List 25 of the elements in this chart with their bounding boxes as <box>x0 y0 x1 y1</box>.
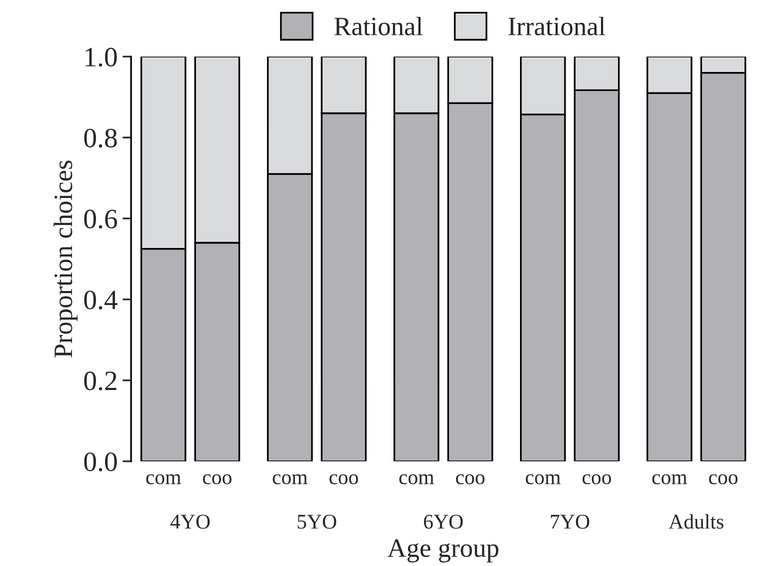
y-axis-title: Proportion choices <box>54 160 78 358</box>
x-tick-label: coo <box>582 474 612 484</box>
x-tick-label: com <box>652 474 688 484</box>
y-tick-label: 0.4 <box>84 290 118 310</box>
x-tick-label: com <box>272 474 308 484</box>
x-tick-label: com <box>526 474 561 484</box>
x-tick-label: coo <box>329 474 358 484</box>
x-axis-title: Age group <box>388 539 498 562</box>
text: Adults <box>668 514 724 529</box>
x-tick-label: com <box>399 474 434 484</box>
x-tick-label: com <box>146 474 181 484</box>
legend-label: Irrational <box>508 16 606 36</box>
text: 4YO <box>170 514 210 529</box>
x-tick-label: coo <box>709 474 738 484</box>
y-tick-label: 0.0 <box>84 452 117 472</box>
text: 6YO <box>424 514 463 529</box>
y-tick-label: 0.6 <box>84 210 118 229</box>
y-tick-label: 0.2 <box>84 372 116 390</box>
x-tick-label: coo <box>456 474 484 484</box>
x-tick-label: coo <box>202 474 232 484</box>
y-tick-label: 0.8 <box>84 128 117 148</box>
y-tick-label: 1.0 <box>86 48 117 67</box>
text: 5YO <box>298 514 336 529</box>
text: 7YO <box>550 514 590 529</box>
legend-label: Rational <box>334 16 423 36</box>
